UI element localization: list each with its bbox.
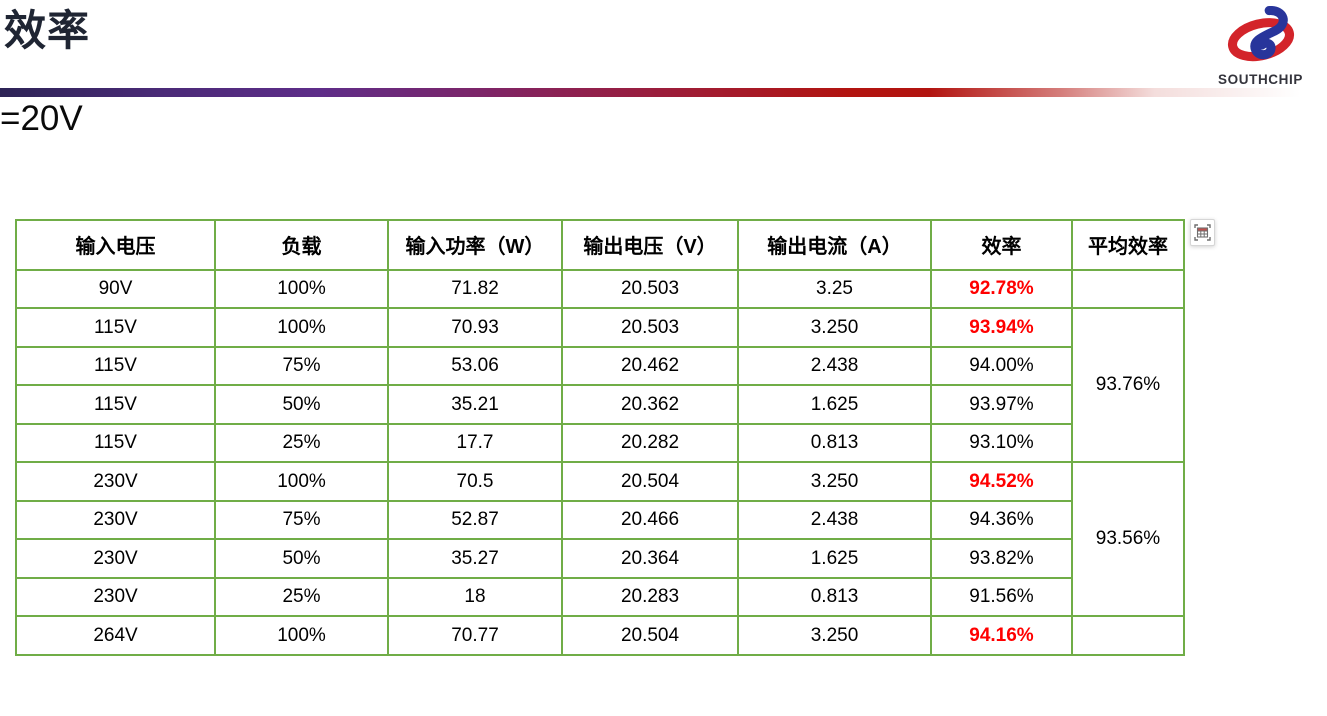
table-cell: 230V <box>15 538 216 579</box>
table-cell: 94.36% <box>930 499 1073 541</box>
table-cell: 1.625 <box>737 538 932 579</box>
table-cell: 20.283 <box>561 576 739 618</box>
table-cell: 230V <box>15 576 216 618</box>
table-cell: 2.438 <box>737 345 932 387</box>
table-cell: 94.00% <box>930 345 1073 387</box>
table-cell: 20.462 <box>561 345 739 387</box>
table-cell: 3.250 <box>737 615 932 656</box>
table-row: 115V 75% 53.06 20.462 2.438 94.00% <box>15 345 1184 387</box>
avg-efficiency-cell <box>1071 615 1185 656</box>
table-cell: 264V <box>15 615 216 656</box>
column-header-3: 输出电压（V） <box>561 219 739 271</box>
table-cell: 90V <box>15 268 216 310</box>
table-selection-icon[interactable] <box>1190 219 1215 246</box>
divider-gradient-bar <box>0 88 1327 97</box>
table-row: 115V 25% 17.7 20.282 0.813 93.10% <box>15 422 1184 464</box>
table-row: 230V 100% 70.5 20.504 3.250 94.52% 93.56% <box>15 461 1185 618</box>
table-row: 115V 100% 70.93 20.503 3.250 93.94% 93.76% <box>15 307 1185 464</box>
table-cell: 25% <box>214 576 389 618</box>
avg-efficiency-cell: 93.56% <box>1071 461 1185 618</box>
table-cell: 20.504 <box>561 615 739 656</box>
southchip-logo-mark-icon <box>1215 6 1307 71</box>
table-cell: 3.250 <box>737 307 932 348</box>
column-header-2: 输入功率（W） <box>387 219 563 271</box>
table-cell: 92.78% <box>930 268 1073 310</box>
table-cell: 94.52% <box>930 461 1073 502</box>
table-cell: 115V <box>15 307 216 348</box>
southchip-logo: SOUTHCHIP <box>1203 6 1318 87</box>
table-cell: 3.250 <box>737 461 932 502</box>
column-header-5: 效率 <box>930 219 1073 271</box>
table-row: 230V 75% 52.87 20.466 2.438 94.36% <box>15 499 1184 541</box>
table-cell: 25% <box>214 422 389 464</box>
efficiency-table: 输入电压 负载 输入功率（W） 输出电压（V） 输出电流（A） 效率 平均效率 90V 100%… <box>15 219 1185 656</box>
table-cell: 93.82% <box>930 538 1073 579</box>
table-cell: 3.25 <box>737 268 932 310</box>
table-header-row: 输入电压 负载 输入功率（W） 输出电压（V） 输出电流（A） 效率 平均效率 <box>15 219 1185 271</box>
output-voltage-label: =20V <box>0 99 83 138</box>
table-row: 230V 25% 18 20.283 0.813 91.56% <box>15 576 1184 618</box>
table-cell: 70.77 <box>387 615 563 656</box>
table-cell: 71.82 <box>387 268 563 310</box>
table-cell: 70.5 <box>387 461 563 502</box>
table-cell: 20.282 <box>561 422 739 464</box>
table-cell: 230V <box>15 461 216 502</box>
table-cell: 70.93 <box>387 307 563 348</box>
avg-efficiency-cell <box>1071 268 1185 310</box>
table-cell: 100% <box>214 461 389 502</box>
table-cell: 50% <box>214 538 389 579</box>
avg-efficiency-cell: 93.76% <box>1071 307 1185 464</box>
table-cell: 115V <box>15 422 216 464</box>
table-cell: 91.56% <box>930 576 1073 618</box>
southchip-logo-text: SOUTHCHIP <box>1218 72 1303 87</box>
table-cell: 1.625 <box>737 384 932 425</box>
table-row: 90V 100% 71.82 20.503 3.25 92.78% <box>15 268 1185 310</box>
column-header-1: 负载 <box>214 219 389 271</box>
table-cell: 20.364 <box>561 538 739 579</box>
table-cell: 20.362 <box>561 384 739 425</box>
table-cell: 100% <box>214 307 389 348</box>
table-cell: 18 <box>387 576 563 618</box>
table-cell: 53.06 <box>387 345 563 387</box>
table-cell: 50% <box>214 384 389 425</box>
table-cell: 75% <box>214 499 389 541</box>
table-cell: 93.10% <box>930 422 1073 464</box>
table-cell: 75% <box>214 345 389 387</box>
table-cell: 35.21 <box>387 384 563 425</box>
table-cell: 93.94% <box>930 307 1073 348</box>
column-header-6: 平均效率 <box>1071 219 1185 271</box>
column-header-0: 输入电压 <box>15 219 216 271</box>
table-cell: 20.504 <box>561 461 739 502</box>
table-cell: 115V <box>15 384 216 425</box>
table-cell: 230V <box>15 499 216 541</box>
table-cell: 20.503 <box>561 268 739 310</box>
efficiency-table-body: 输入电压 负载 输入功率（W） 输出电压（V） 输出电流（A） 效率 平均效率 90V 100%… <box>15 219 1185 656</box>
table-row: 264V 100% 70.77 20.504 3.250 94.16% <box>15 615 1185 656</box>
table-row: 230V 50% 35.27 20.364 1.625 93.82% <box>15 538 1184 579</box>
table-cell: 100% <box>214 615 389 656</box>
table-cell: 2.438 <box>737 499 932 541</box>
table-cell: 0.813 <box>737 422 932 464</box>
table-cell: 20.503 <box>561 307 739 348</box>
table-cell: 100% <box>214 268 389 310</box>
column-header-4: 输出电流（A） <box>737 219 932 271</box>
table-cell: 93.97% <box>930 384 1073 425</box>
table-cell: 115V <box>15 345 216 387</box>
table-cell: 17.7 <box>387 422 563 464</box>
table-cell: 52.87 <box>387 499 563 541</box>
table-cell: 20.466 <box>561 499 739 541</box>
table-cell: 94.16% <box>930 615 1073 656</box>
page-title: 效率 <box>4 7 91 54</box>
table-row: 115V 50% 35.21 20.362 1.625 93.97% <box>15 384 1184 425</box>
table-cell: 0.813 <box>737 576 932 618</box>
table-cell: 35.27 <box>387 538 563 579</box>
